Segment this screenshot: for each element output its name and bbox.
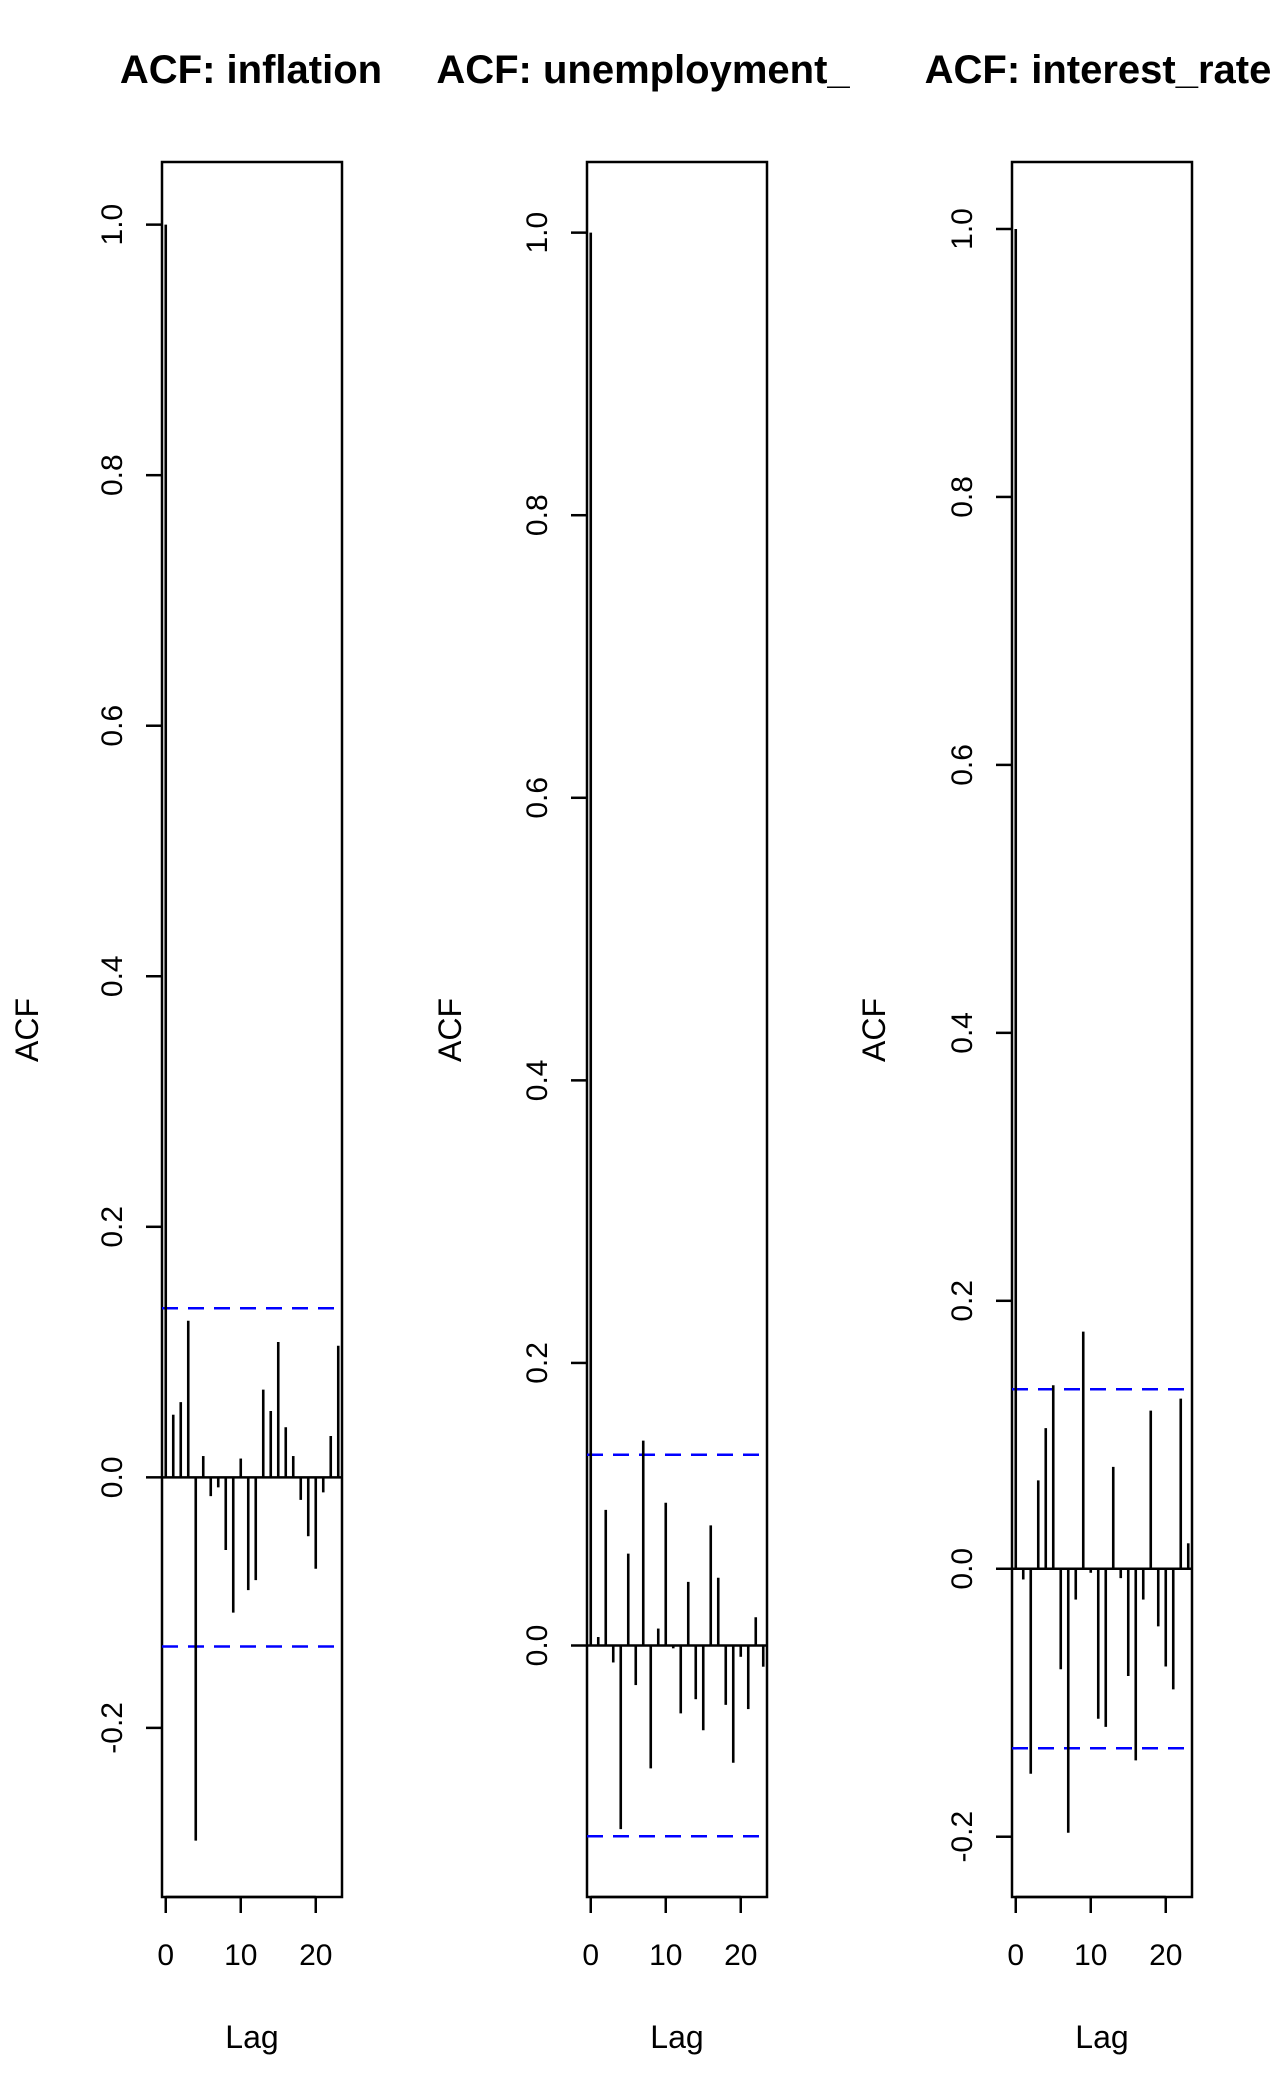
y-tick-label: 0.0: [521, 1625, 554, 1667]
y-tick-label: 0.2: [946, 1280, 979, 1322]
plot-frame: [585, 160, 769, 1899]
x-axis-title: Lag: [1075, 2019, 1128, 2055]
y-tick-label: 1.0: [946, 208, 979, 250]
y-tick-label: -0.2: [96, 1702, 129, 1754]
x-tick-label: 20: [1149, 1939, 1182, 1972]
acf-panel-3: ACF: interest_rate -0.2 0.0 0.2 0.4 0.6 0.8 1.0…: [856, 48, 1271, 2055]
y-tick-label: 0.0: [946, 1548, 979, 1590]
x-tick-label: 20: [299, 1939, 332, 1972]
x-tick-label: 10: [1074, 1939, 1107, 1972]
y-tick-label: 1.0: [96, 204, 129, 246]
x-tick-label: 0: [582, 1939, 599, 1972]
plot-frame: [160, 160, 344, 1899]
panel-title: ACF: unemployment_: [436, 48, 850, 92]
y-tick-label: 0.2: [96, 1206, 129, 1248]
acf-panel-1: ACF: inflation -0.2 0.0 0.2 0.4 0.6 0.8 1.0 0 10 2…: [9, 48, 382, 2055]
y-axis-title: ACF: [432, 998, 468, 1062]
y-tick-label: 0.8: [96, 454, 129, 496]
y-tick-label: 0.4: [96, 955, 129, 997]
y-tick-label: 0.6: [946, 744, 979, 786]
y-axis-title: ACF: [856, 998, 892, 1062]
y-tick-label: 0.0: [96, 1456, 129, 1498]
x-axis-title: Lag: [225, 2019, 278, 2055]
x-tick-label: 10: [649, 1939, 682, 1972]
y-tick-label: -0.2: [946, 1811, 979, 1863]
y-tick-label: 0.8: [521, 494, 554, 536]
x-tick-label: 20: [724, 1939, 757, 1972]
x-tick-label: 10: [224, 1939, 257, 1972]
y-tick-label: 0.8: [946, 476, 979, 518]
y-tick-label: 1.0: [521, 212, 554, 254]
y-tick-label: 0.4: [946, 1012, 979, 1054]
y-tick-label: 0.6: [96, 705, 129, 747]
x-tick-label: 0: [157, 1939, 174, 1972]
x-axis-title: Lag: [650, 2019, 703, 2055]
y-tick-label: 0.2: [521, 1342, 554, 1384]
x-tick-label: 0: [1007, 1939, 1024, 1972]
y-tick-label: 0.4: [521, 1060, 554, 1102]
panel-title: ACF: inflation: [120, 48, 382, 92]
acf-panel-2: ACF: unemployment_ 0.0 0.2 0.4 0.6 0.8 1.0 0 10 2…: [432, 48, 850, 2055]
y-axis-title: ACF: [9, 998, 45, 1062]
y-tick-label: 0.6: [521, 777, 554, 819]
panel-title: ACF: interest_rate: [925, 48, 1272, 92]
